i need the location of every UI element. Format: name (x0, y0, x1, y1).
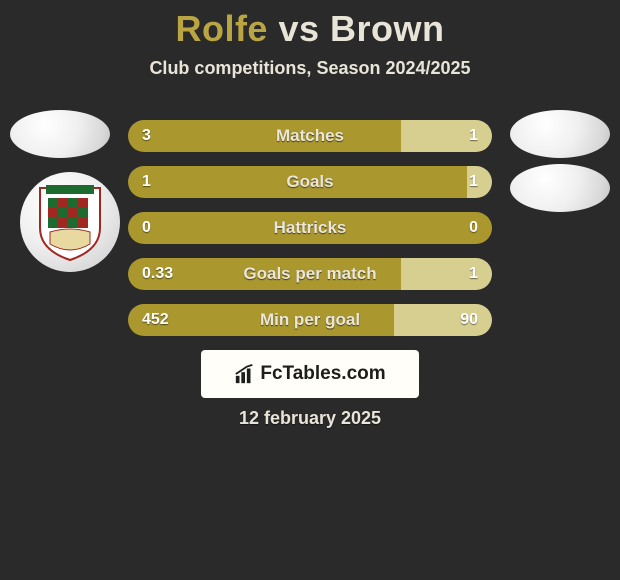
bar-right-segment (401, 258, 492, 290)
avatar-right-bottom (510, 164, 610, 212)
date-text: 12 february 2025 (0, 408, 620, 429)
bar-row: 1 1 Goals (128, 166, 492, 198)
bar-chart-icon (234, 363, 256, 385)
bar-value-left: 0 (142, 219, 151, 237)
branding-text: FcTables.com (260, 363, 385, 385)
bar-value-left: 452 (142, 311, 169, 329)
avatar-left-crest (20, 172, 120, 272)
bar-value-right: 0 (469, 219, 478, 237)
bar-label: Goals (286, 172, 333, 192)
bar-row: 0.33 1 Goals per match (128, 258, 492, 290)
title-vs: vs (278, 8, 319, 49)
avatar-left-top (10, 110, 110, 158)
bar-label: Matches (276, 126, 344, 146)
subtitle: Club competitions, Season 2024/2025 (0, 58, 620, 79)
branding-box: FcTables.com (201, 350, 419, 398)
bar-value-left: 3 (142, 127, 151, 145)
bar-row: 3 1 Matches (128, 120, 492, 152)
bar-value-left: 1 (142, 173, 151, 191)
bar-label: Goals per match (243, 264, 376, 284)
bar-value-right: 90 (460, 311, 478, 329)
comparison-bars: 3 1 Matches 1 1 Goals 0 0 Hattricks 0.33 1 Goals pe… (128, 120, 492, 350)
title-right-name: Brown (330, 8, 445, 49)
bar-label: Min per goal (260, 310, 360, 330)
title-left-name: Rolfe (175, 8, 268, 49)
bar-row: 0 0 Hattricks (128, 212, 492, 244)
bar-label: Hattricks (274, 218, 347, 238)
bar-row: 452 90 Min per goal (128, 304, 492, 336)
avatar-right-top (510, 110, 610, 158)
bar-value-right: 1 (469, 173, 478, 191)
bar-left-segment (128, 120, 401, 152)
page-title: Rolfe vs Brown (0, 0, 620, 50)
bar-right-segment (401, 120, 492, 152)
club-crest-icon (36, 182, 104, 262)
bar-value-right: 1 (469, 265, 478, 283)
bar-value-left: 0.33 (142, 265, 173, 283)
bar-value-right: 1 (469, 127, 478, 145)
